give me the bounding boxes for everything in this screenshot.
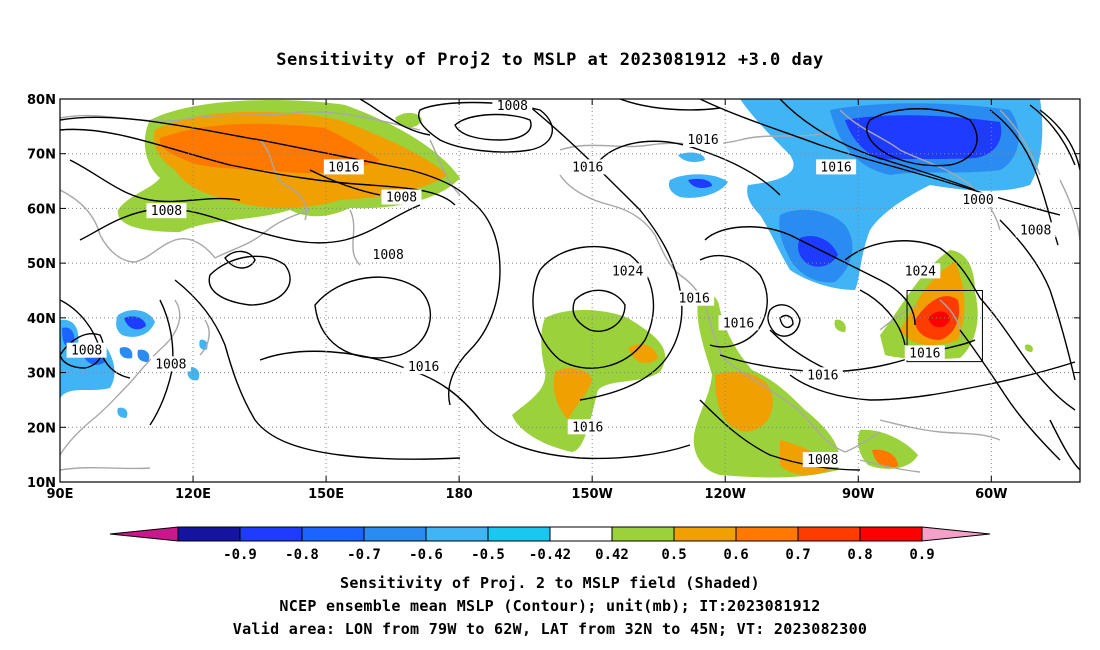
contour-label-bg <box>323 159 364 175</box>
contour-label-bg <box>1015 222 1056 238</box>
colorbar-swatch <box>549 526 613 542</box>
contour-label: 1008 <box>373 248 404 263</box>
contour-label-bg <box>381 189 422 205</box>
caption-shaded: Sensitivity of Proj. 2 to MSLP field (Sh… <box>340 574 760 592</box>
contour-label-bg <box>900 263 941 279</box>
contour-label-bg <box>567 159 608 175</box>
positive-sensitivity-shading <box>117 100 1033 478</box>
colorbar-tick-label: 0.9 <box>909 547 934 563</box>
colorbar-low-end <box>109 526 179 542</box>
contour-label-bg <box>674 290 715 306</box>
contour-label: 1008 <box>151 204 182 219</box>
contour-label: 1016 <box>909 346 940 361</box>
colorbar-high-end <box>921 526 991 542</box>
x-tick-label: 150E <box>308 487 344 502</box>
colorbar-tick-label: 0.6 <box>723 547 748 563</box>
map-title: Sensitivity of Proj2 to MSLP at 20230819… <box>276 50 824 70</box>
contour-label-bg <box>66 342 107 358</box>
y-tick-label: 40N <box>27 312 56 327</box>
contour-label: 1016 <box>807 368 838 383</box>
y-axis: 80N 70N 60N 50N 40N 30N 20N 10N <box>27 93 1080 491</box>
colorbar-swatch <box>239 526 303 542</box>
x-tick-label: 90E <box>47 487 74 502</box>
x-tick-label: 180 <box>446 487 473 502</box>
colorbar-tick-label: 0.7 <box>785 547 810 563</box>
contour-label-bg <box>802 452 843 468</box>
caption-contour: NCEP ensemble mean MSLP (Contour); unit(… <box>279 597 821 615</box>
colorbar: -0.9 -0.8 -0.7 -0.6 -0.5 -0.42 0.42 0.5 0.6 0.7 0.… <box>109 526 991 563</box>
contour-label: 1016 <box>572 160 603 175</box>
x-tick-label: 150W <box>571 487 612 502</box>
colorbar-swatch <box>611 526 675 542</box>
x-tick-label: 90W <box>842 487 874 502</box>
contour-label-bg <box>904 345 945 361</box>
colorbar-tick-label: 0.5 <box>661 547 686 563</box>
contour-label-bg <box>607 263 648 279</box>
contour-label: 1016 <box>687 133 718 148</box>
colorbar-swatch <box>301 526 365 542</box>
y-tick-label: 70N <box>27 148 56 163</box>
y-tick-label: 30N <box>27 367 56 382</box>
contour-label: 1016 <box>572 420 603 435</box>
x-tick-label: 60W <box>975 487 1007 502</box>
x-axis: 90E 120E 150E 180 150W 120W 90W 60W <box>47 99 1008 502</box>
y-tick-label: 80N <box>27 93 56 108</box>
contour-label: 1016 <box>328 160 359 175</box>
colorbar-tick-label: -0.6 <box>409 547 443 563</box>
colorbar-swatch <box>487 526 551 542</box>
contour-label: 1008 <box>807 453 838 468</box>
contour-label: 1008 <box>155 357 186 372</box>
mslp-contours <box>60 99 1080 471</box>
x-tick-label: 120E <box>175 487 211 502</box>
y-tick-label: 10N <box>27 476 56 491</box>
contour-label-bg <box>150 356 191 372</box>
contour-label-bg <box>403 359 444 375</box>
contour-label: 1008 <box>497 99 528 114</box>
contour-labels: 1008 1016 1008 1008 1008 1016 1016 1016 1000 1008… <box>66 98 1056 468</box>
colorbar-tick-label: 0.42 <box>595 547 629 563</box>
y-tick-label: 60N <box>27 202 56 217</box>
colorbar-tick-label: -0.8 <box>285 547 319 563</box>
y-tick-label: 20N <box>27 421 56 436</box>
colorbar-tick-label: -0.9 <box>223 547 257 563</box>
contour-label-bg <box>146 203 187 219</box>
contour-label-bg <box>718 315 759 331</box>
colorbar-tick-label: -0.7 <box>347 547 381 563</box>
colorbar-tick-label: -0.5 <box>471 547 505 563</box>
contour-label: 1008 <box>386 190 417 205</box>
contour-label: 1016 <box>820 160 851 175</box>
contour-label: 1024 <box>612 264 643 279</box>
contour-label: 1016 <box>408 360 439 375</box>
contour-label-bg <box>816 159 857 175</box>
colorbar-swatch <box>797 526 861 542</box>
contour-label-bg <box>683 132 724 148</box>
contour-label: 1008 <box>71 344 102 359</box>
colorbar-swatch <box>859 526 923 542</box>
plot-frame <box>59 98 1081 483</box>
contour-label-bg <box>492 98 533 114</box>
colorbar-tick-label: -0.42 <box>529 547 571 563</box>
valid-area-box <box>906 290 983 363</box>
y-tick-label: 50N <box>27 257 56 272</box>
colorbar-swatch <box>425 526 489 542</box>
colorbar-swatch <box>735 526 799 542</box>
x-tick-label: 120W <box>704 487 745 502</box>
contour-label-bg <box>802 367 843 383</box>
contour-label-bg <box>368 246 409 262</box>
contour-label: 1000 <box>962 193 993 208</box>
colorbar-swatch <box>363 526 427 542</box>
contour-label: 1016 <box>679 292 710 307</box>
colorbar-swatch <box>673 526 737 542</box>
colorbar-tick-label: 0.8 <box>847 547 872 563</box>
contour-label: 1024 <box>905 264 936 279</box>
caption-valid-area: Valid area: LON from 79W to 62W, LAT fro… <box>232 620 868 638</box>
colorbar-swatch <box>177 526 241 542</box>
contour-label: 1008 <box>1020 223 1051 238</box>
contour-label-bg <box>567 419 608 435</box>
contour-label: 1016 <box>723 316 754 331</box>
contour-label-bg <box>958 192 998 208</box>
